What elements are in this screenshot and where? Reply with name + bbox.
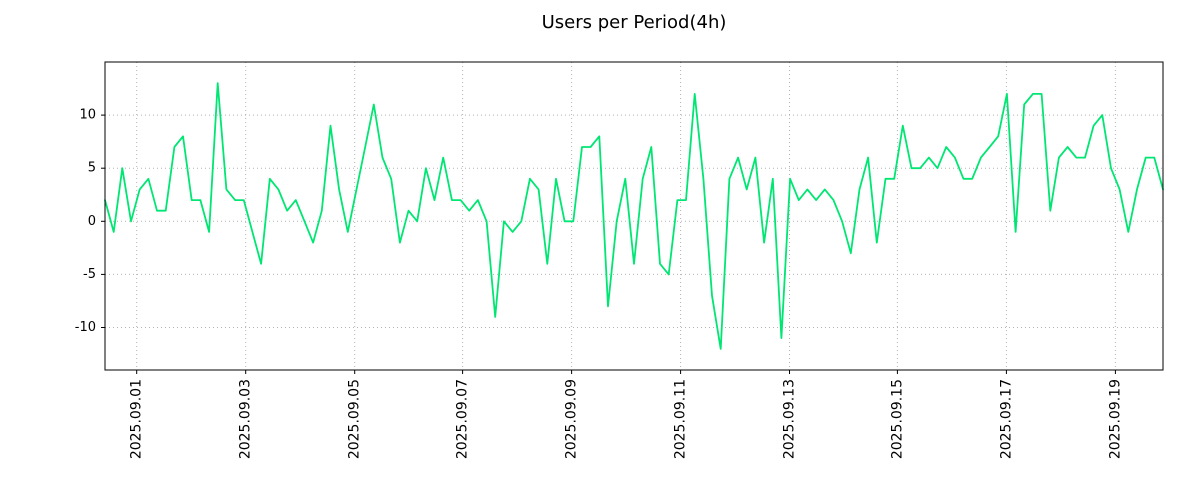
x-tick-label: 2025.09.07: [455, 379, 471, 459]
y-tick-label: -10: [75, 320, 96, 335]
y-tick-label: 0: [88, 214, 96, 229]
x-tick-label: 2025.09.03: [238, 379, 254, 459]
series-line: [104, 82, 1164, 350]
x-tick-label: 2025.09.05: [347, 379, 363, 459]
x-tick-label: 2025.09.13: [782, 379, 798, 459]
x-tick-label: 2025.09.11: [673, 379, 689, 459]
y-tick-label: 10: [79, 108, 96, 123]
x-tick-label: 2025.09.17: [998, 379, 1014, 459]
plot-border: [104, 61, 1164, 371]
x-tick-label: 2025.09.09: [564, 379, 580, 459]
y-tick-label: -5: [83, 267, 96, 282]
x-tick-label: 2025.09.01: [129, 379, 145, 459]
chart-title: Users per Period(4h): [541, 12, 727, 33]
x-tick-label: 2025.09.19: [1107, 379, 1123, 459]
x-tick-label: 2025.09.15: [889, 379, 905, 459]
y-tick-label: 5: [88, 161, 96, 176]
